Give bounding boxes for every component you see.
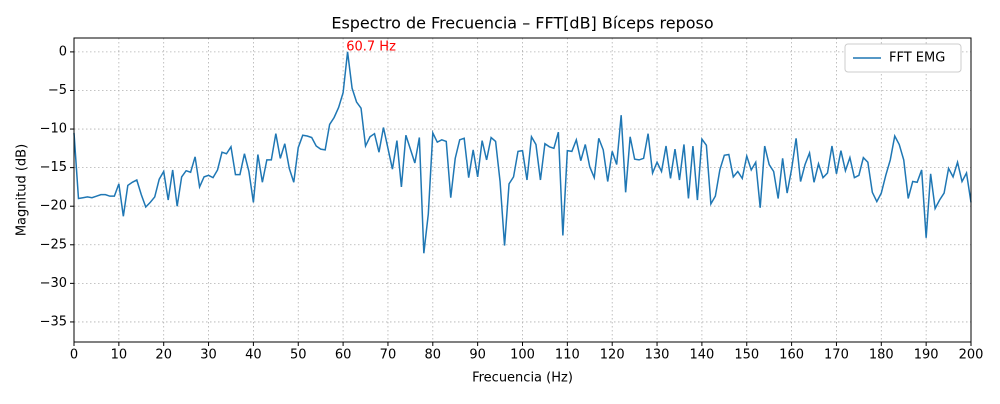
y-tick-label: 0	[59, 44, 67, 59]
x-tick-label: 90	[469, 348, 486, 363]
x-tick-label: 120	[600, 348, 625, 363]
plot-frame	[73, 37, 972, 343]
x-tick-label: 70	[380, 348, 397, 363]
annotation: 60.7 Hz	[346, 39, 396, 54]
y-tick-label: −35	[40, 314, 67, 329]
x-tick-label: 110	[555, 348, 580, 363]
x-tick-label: 60	[335, 348, 352, 363]
x-tick-label: 190	[914, 348, 939, 363]
y-tick-label: −25	[40, 237, 67, 252]
x-tick-label: 100	[510, 348, 535, 363]
x-axis-label: Frecuencia (Hz)	[472, 371, 573, 386]
x-tick-label: 150	[734, 348, 759, 363]
series-line	[73, 51, 972, 254]
y-tick-label: −30	[40, 276, 67, 291]
x-tick-label: 10	[111, 348, 128, 363]
y-tick-label: −10	[40, 122, 67, 137]
y-tick-label: −5	[48, 83, 67, 98]
x-tick-label: 170	[824, 348, 849, 363]
y-axis-label: Magnitud (dB)	[15, 144, 30, 236]
y-tick-label: −15	[40, 160, 67, 175]
x-tick-label: 20	[155, 348, 172, 363]
x-tick-label: 50	[290, 348, 307, 363]
x-tick-label: 200	[959, 348, 984, 363]
x-tick-label: 160	[779, 348, 804, 363]
x-tick-label: 80	[425, 348, 442, 363]
legend-label: FFT EMG	[889, 51, 945, 66]
x-tick-label: 130	[645, 348, 670, 363]
legend-box	[844, 43, 962, 73]
y-tick-label: −20	[40, 199, 67, 214]
x-tick-label: 30	[200, 348, 217, 363]
x-tick-label: 140	[689, 348, 714, 363]
x-tick-label: 40	[245, 348, 262, 363]
chart-title: Espectro de Frecuencia – FFT[dB] Bíceps …	[331, 14, 713, 33]
x-tick-label: 0	[70, 348, 78, 363]
x-tick-label: 180	[869, 348, 894, 363]
